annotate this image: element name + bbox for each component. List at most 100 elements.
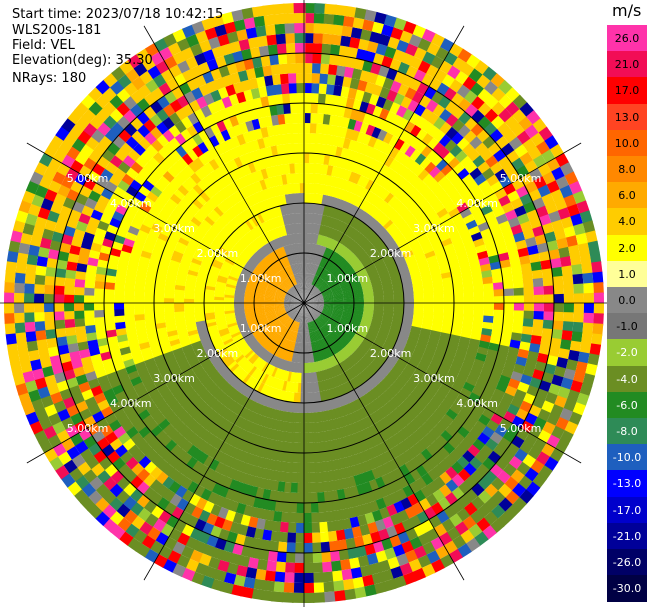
range-bin bbox=[362, 258, 373, 267]
range-bin bbox=[350, 205, 360, 217]
range-bin bbox=[312, 291, 322, 298]
range-bin bbox=[337, 351, 346, 362]
range-bin bbox=[323, 272, 331, 281]
range-bin bbox=[438, 134, 453, 148]
range-bin bbox=[426, 401, 438, 413]
range-bin bbox=[462, 143, 476, 157]
range-bin bbox=[569, 340, 582, 354]
range-bin bbox=[484, 438, 499, 452]
range-bin bbox=[361, 281, 372, 287]
range-bin bbox=[468, 370, 481, 382]
range-bin bbox=[310, 103, 319, 114]
range-bin bbox=[336, 65, 347, 77]
range-bin bbox=[316, 255, 322, 266]
range-bin bbox=[323, 296, 334, 300]
range-bin bbox=[383, 296, 394, 301]
range-bin bbox=[387, 370, 399, 381]
range-bin bbox=[354, 265, 365, 274]
range-bin bbox=[414, 414, 427, 426]
range-bin bbox=[433, 288, 444, 295]
range-bin bbox=[392, 432, 404, 445]
range-bin bbox=[411, 176, 423, 189]
range-bin bbox=[589, 250, 602, 265]
range-bin bbox=[339, 261, 349, 270]
range-bin bbox=[456, 393, 469, 405]
range-bin bbox=[370, 278, 382, 285]
range-bin bbox=[373, 223, 384, 234]
range-bin bbox=[346, 506, 358, 519]
range-bin bbox=[352, 17, 366, 30]
range-bin bbox=[344, 497, 355, 509]
range-bin bbox=[315, 265, 321, 276]
range-bin bbox=[324, 450, 332, 462]
range-bin bbox=[305, 312, 308, 323]
range-bin bbox=[313, 33, 325, 44]
range-bin bbox=[328, 279, 338, 287]
range-bin bbox=[403, 383, 415, 394]
range-bin bbox=[382, 314, 394, 320]
range-bin bbox=[389, 327, 401, 335]
range-bin bbox=[319, 204, 326, 216]
range-bin bbox=[371, 319, 382, 326]
range-bin bbox=[420, 219, 432, 230]
range-bin bbox=[399, 141, 412, 155]
range-bin bbox=[373, 421, 384, 434]
range-bin bbox=[339, 350, 348, 360]
range-bin bbox=[304, 303, 308, 313]
range-bin bbox=[369, 170, 380, 183]
range-bin bbox=[312, 320, 319, 331]
range-bin bbox=[436, 227, 449, 238]
range-bin bbox=[311, 223, 316, 234]
range-bin bbox=[414, 210, 426, 222]
range-bin bbox=[575, 361, 588, 375]
range-bin bbox=[552, 320, 564, 332]
range-bin bbox=[463, 130, 478, 145]
range-bin bbox=[343, 292, 354, 297]
range-bin bbox=[304, 33, 315, 44]
range-bin bbox=[457, 185, 471, 198]
range-bin bbox=[313, 23, 325, 34]
range-bin bbox=[536, 242, 549, 255]
range-bin bbox=[452, 357, 464, 368]
range-bin bbox=[482, 276, 494, 286]
range-bin bbox=[309, 332, 313, 343]
range-bin bbox=[403, 306, 414, 312]
range-bin bbox=[352, 586, 367, 599]
range-bin bbox=[322, 491, 332, 503]
range-bin bbox=[403, 303, 414, 308]
range-bin bbox=[312, 264, 317, 275]
range-bin bbox=[359, 323, 370, 330]
range-bin bbox=[314, 341, 320, 352]
range-bin bbox=[319, 284, 329, 292]
range-bin bbox=[304, 153, 311, 164]
range-bin bbox=[307, 284, 313, 294]
range-bin bbox=[320, 53, 332, 65]
range-bin bbox=[304, 113, 312, 124]
range-bin bbox=[331, 267, 341, 276]
range-bin bbox=[332, 469, 342, 481]
range-bin bbox=[322, 292, 333, 297]
range-bin bbox=[530, 335, 542, 346]
range-bin bbox=[521, 270, 533, 282]
range-bin bbox=[312, 307, 323, 312]
range-bin bbox=[500, 266, 513, 277]
range-bin bbox=[346, 547, 359, 560]
range-bin bbox=[398, 330, 410, 338]
range-bin bbox=[360, 574, 375, 587]
range-bin bbox=[473, 290, 484, 298]
range-bin bbox=[312, 243, 317, 255]
range-bin bbox=[439, 121, 453, 136]
range-bin bbox=[593, 313, 604, 326]
range-bin bbox=[377, 213, 388, 225]
range-bin bbox=[453, 313, 464, 321]
range-bin bbox=[308, 263, 312, 274]
range-bin bbox=[573, 283, 584, 295]
range-bin bbox=[340, 568, 353, 581]
range-bin bbox=[387, 209, 398, 221]
range-bin bbox=[549, 337, 562, 350]
range-bin bbox=[383, 438, 395, 451]
range-bin bbox=[358, 564, 372, 578]
range-bin bbox=[338, 45, 351, 58]
range-bin bbox=[368, 389, 378, 401]
range-bin bbox=[305, 273, 308, 284]
